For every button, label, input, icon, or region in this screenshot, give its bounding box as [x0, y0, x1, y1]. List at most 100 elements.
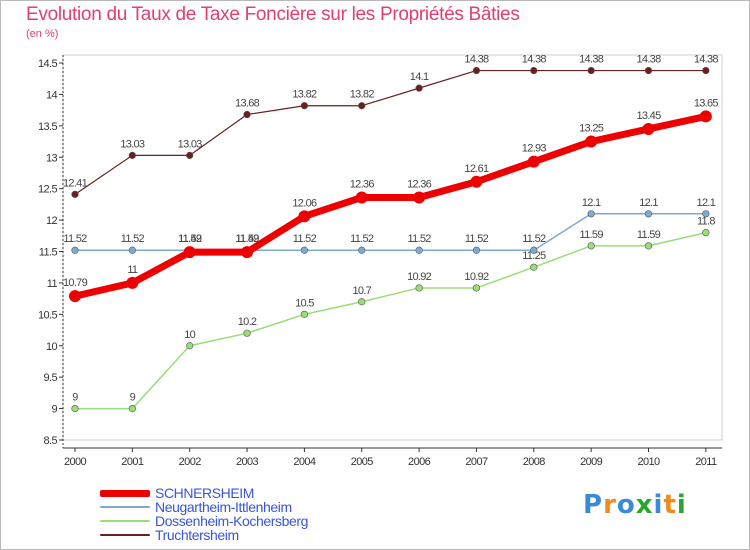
data-point: [472, 284, 481, 292]
y-tick-label: 9.5: [44, 372, 58, 384]
legend-label: Dossenheim-Kochersberg: [155, 513, 309, 529]
data-label: 9: [72, 392, 78, 404]
data-label: 13.82: [350, 89, 375, 101]
legend-item: Dossenheim-Kochersberg: [100, 514, 308, 528]
data-label: 10.92: [464, 271, 489, 283]
data-point: [298, 210, 311, 223]
data-point: [585, 135, 598, 148]
data-point: [472, 246, 481, 254]
data-point: [241, 246, 254, 259]
data-point: [642, 122, 655, 135]
data-point: [128, 246, 136, 254]
legend-label: Neugartheim-Ittlenheim: [155, 499, 292, 515]
x-tick-label: 2000: [64, 456, 87, 468]
legend-swatch: [100, 489, 150, 497]
plot-area: [62, 54, 723, 441]
data-label: 11.52: [350, 233, 374, 245]
data-label: 11.49: [235, 233, 259, 245]
data-label: 12.1: [697, 197, 716, 209]
series-line: [74, 213, 707, 251]
data-point: [644, 210, 653, 218]
data-label: 11.52: [178, 233, 202, 245]
data-label: 14.1: [410, 71, 429, 83]
data-label: 11.52: [121, 233, 145, 245]
x-tick-label: 2006: [408, 456, 431, 468]
legend-swatch: [100, 506, 150, 508]
y-tick-label: 13.5: [38, 121, 57, 133]
data-label: 11.52: [63, 233, 87, 245]
x-tick-label: 2002: [179, 456, 202, 468]
data-label: 14.38: [636, 54, 661, 66]
data-point: [358, 102, 366, 110]
y-tick-label: 13: [46, 152, 58, 164]
series-line: [71, 112, 710, 300]
data-point: [186, 151, 194, 159]
data-point: [470, 175, 483, 188]
data-label: 10: [184, 329, 195, 341]
data-label: 10.79: [63, 277, 88, 289]
data-point: [699, 110, 712, 123]
data-label: 14.38: [694, 54, 719, 66]
data-point: [702, 66, 710, 75]
data-label: 13.03: [178, 138, 203, 150]
x-tick-label: 2011: [695, 456, 717, 468]
data-point: [415, 284, 423, 292]
data-label: 10.2: [238, 316, 257, 328]
data-label: 14.38: [522, 54, 547, 66]
legend-swatch: [100, 534, 150, 536]
data-label: 12.06: [292, 197, 317, 209]
data-point: [243, 110, 251, 119]
y-tick-label: 10: [46, 341, 58, 353]
data-label: 11: [127, 264, 138, 276]
data-point: [243, 329, 251, 337]
x-tick-label: 2008: [523, 456, 546, 468]
y-tick-label: 14.5: [38, 58, 57, 70]
data-label: 11.59: [580, 229, 604, 241]
data-label: 12.36: [407, 178, 432, 190]
legend-label: Truchtersheim: [155, 527, 239, 543]
data-label: 12.61: [464, 163, 489, 175]
y-tick-label: 11: [47, 278, 58, 290]
data-point: [300, 246, 309, 254]
y-tick-label: 9: [51, 404, 57, 416]
data-label: 14.38: [464, 54, 489, 66]
data-label: 13.45: [636, 110, 661, 122]
legend-swatch: [100, 520, 150, 522]
data-point: [644, 66, 653, 75]
data-point: [530, 263, 538, 271]
data-label: 13.03: [120, 138, 145, 150]
legend-label: SCHNERSHEIM: [155, 485, 255, 501]
y-tick-label: 14: [46, 89, 58, 101]
data-point: [183, 246, 196, 259]
data-point: [186, 342, 194, 350]
data-point: [69, 290, 81, 303]
data-label: 9: [130, 392, 136, 404]
data-label: 12.1: [582, 197, 601, 209]
data-label: 12.1: [639, 197, 658, 209]
y-tick-label: 12: [46, 215, 58, 227]
data-point: [644, 242, 653, 250]
x-tick-label: 2001: [121, 456, 144, 468]
data-label: 11.59: [637, 229, 661, 241]
x-tick-label: 2004: [293, 456, 316, 468]
series-line: [74, 231, 707, 410]
data-label: 13.25: [579, 123, 604, 135]
x-tick-label: 2007: [465, 456, 488, 468]
x-tick-label: 2010: [637, 456, 660, 468]
data-point: [702, 229, 710, 237]
data-point: [71, 404, 79, 413]
data-point: [415, 84, 423, 92]
data-label: 10.5: [295, 297, 314, 309]
data-point: [472, 66, 481, 75]
unit-label: (en %): [26, 28, 59, 40]
data-point: [587, 210, 595, 218]
legend-item: Truchtersheim: [100, 528, 308, 542]
x-tick-label: 2003: [236, 456, 259, 468]
data-point: [530, 66, 538, 75]
data-point: [358, 246, 366, 254]
data-label: 11.8: [697, 216, 715, 228]
data-point: [71, 246, 79, 254]
data-label: 11.52: [522, 233, 546, 245]
chart-title: Evolution du Taux de Taxe Foncière sur l…: [26, 4, 520, 25]
